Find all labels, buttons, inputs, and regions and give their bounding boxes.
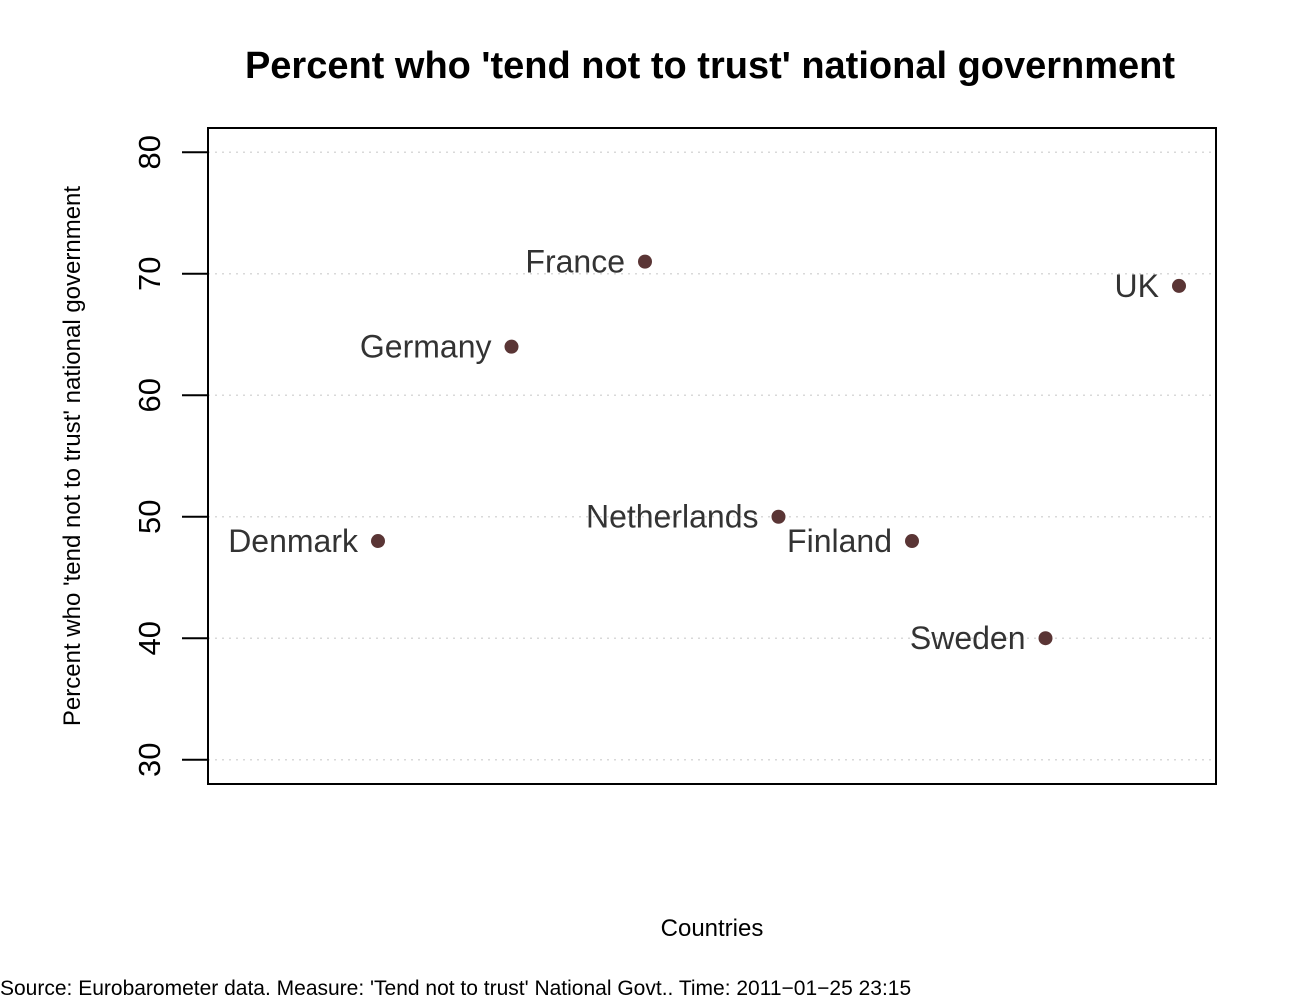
gridlines [208, 151, 1216, 761]
point-label: Denmark [228, 523, 359, 559]
data-point [638, 254, 652, 269]
data-points: Denmark Germany France Netherlands Finland Sw… [228, 244, 1186, 656]
data-point [371, 534, 385, 549]
chart-title: Percent who 'tend not to trust' national… [245, 45, 1175, 87]
point-label: Netherlands [586, 499, 759, 535]
point-label: Sweden [910, 620, 1026, 656]
point-label: France [525, 244, 625, 280]
source-note: Source: Eurobarometer data. Measure: 'Te… [0, 977, 911, 1000]
data-point [1172, 278, 1186, 293]
x-axis-label: Countries [661, 915, 764, 942]
y-tick-label: 80 [132, 135, 167, 169]
data-point [504, 339, 519, 354]
point-label: Finland [787, 523, 892, 559]
data-point [771, 509, 786, 524]
y-tick-label: 40 [132, 621, 167, 655]
y-tick-label: 60 [132, 378, 167, 412]
point-label: UK [1115, 268, 1159, 304]
y-tick-label: 50 [132, 499, 167, 533]
y-axis: 30 40 50 60 70 80 [132, 135, 208, 777]
y-tick-label: 30 [132, 742, 167, 776]
y-tick-label: 70 [132, 257, 167, 291]
data-point [1038, 631, 1053, 646]
data-point [905, 534, 919, 549]
plot-frame [207, 127, 1217, 785]
point-label: Germany [360, 329, 492, 365]
y-axis-label: Percent who 'tend not to trust' national… [59, 186, 86, 726]
